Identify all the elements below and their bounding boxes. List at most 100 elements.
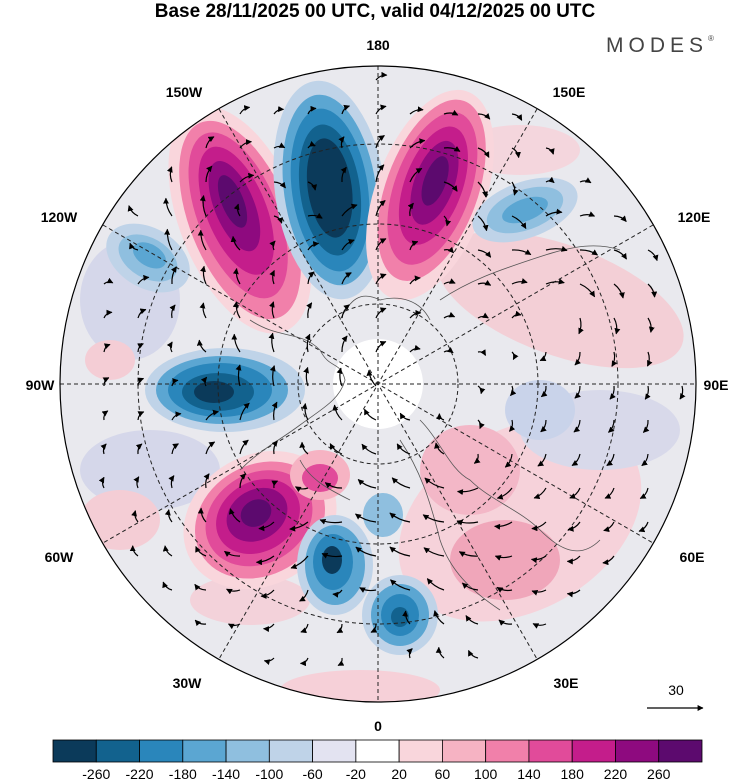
wind-arrow [545,208,563,217]
wind-arrow [321,553,343,559]
wind-arrow [579,283,596,298]
wind-arrow [169,304,176,319]
wind-arrow [477,312,489,319]
colorbar-tick-label: -100 [255,766,283,782]
wind-arrow [647,317,655,333]
wind-arrow [196,339,207,353]
wind-arrow [579,249,598,256]
wind-arrow [409,275,421,285]
wind-arrow [458,551,479,558]
wind-arrow [137,343,144,353]
wind-arrow [227,623,241,630]
wind-arrow [532,623,547,629]
wind-arrow [300,623,309,634]
wind-arrow [341,272,352,285]
wind-arrow [511,351,519,361]
meridians [60,66,696,702]
colorbar-tick-label: 60 [435,766,451,782]
wind-arrow [467,649,479,659]
wind-arrow [473,453,481,464]
wind-arrow [273,106,285,115]
brand-logo: MODES® [606,34,714,58]
wind-arrow [166,341,173,353]
wind-arrow [200,265,207,285]
lon-label-30e: 30E [554,675,579,691]
wind-arrow [271,401,278,421]
wind-arrow [435,646,445,659]
lon-label-30w: 30W [173,675,203,691]
wind-arrow [504,453,513,468]
registered-mark: ® [708,34,714,43]
negative-anomaly-10E [362,575,438,655]
wind-arrow [370,623,378,633]
wind-arrow [390,579,411,591]
wind-arrow [391,477,411,489]
colorbar-swatch [441,739,487,763]
wind-arrow [260,589,275,599]
wind-arrow [168,475,175,489]
wind-arrow [409,167,423,183]
wind-arrow [101,410,109,421]
wind-arrow [137,377,145,387]
weak-positive-patch [80,490,160,550]
wind-arrow [307,241,320,251]
wind-arrow [271,480,279,489]
wind-arrow [613,215,627,222]
wind-arrow [98,476,105,489]
wind-arrow [389,546,411,557]
wind-arrow [171,378,179,387]
wind-arrow [268,332,275,353]
wind-arrow [477,279,492,286]
wind-arrow [494,521,513,530]
wind-arrow [258,521,275,532]
wind-arrow [578,317,584,335]
colorbar-swatch [398,739,443,763]
map-boundary [59,65,697,703]
wind-arrow [359,587,377,593]
colorbar-tick-label: -60 [302,766,322,782]
wind-arrow [375,71,388,81]
wind-arrow [399,412,411,421]
negative-anomaly-140E [472,177,578,243]
wind-arrow [303,366,309,387]
wind-arrow [406,648,413,659]
wind-arrow [611,351,618,367]
wind-arrow [477,113,491,120]
wind-arrow [443,347,454,354]
wind-arrow [613,317,621,335]
map-title: Base 28/11/2025 00 UTC, valid 04/12/2025… [154,1,596,22]
wind-arrow [511,215,527,230]
colorbar-swatch [615,739,660,763]
wind-arrow [409,138,426,149]
wind-arrow [133,476,140,489]
wind-arrow [232,301,241,319]
wind-arrow [263,623,275,633]
wind-arrow [496,487,513,500]
wind-arrow [477,215,489,232]
wind-arrow [443,278,456,285]
reference-vector: 30 [647,682,704,711]
wind-arrow [294,486,309,493]
wind-arrow [641,453,649,467]
wind-arrow [531,589,547,596]
wind-arrow [396,443,411,455]
wind-arrow [545,147,555,155]
weak-positive-patch [85,340,135,380]
wind-arrow [496,586,513,593]
wind-arrow [228,508,241,523]
wind-arrow [477,147,490,158]
wind-arrow [461,582,479,591]
wind-arrow [269,240,276,251]
wind-arrow [456,519,479,526]
wind-arrow [537,453,547,467]
weak-negative-patch [80,430,220,510]
wind-arrow [290,555,309,570]
wind-arrow [205,165,213,183]
wind-arrow [194,583,207,591]
wind-arrow [644,385,651,400]
wind-arrow [647,249,659,262]
colorbar-swatch [528,739,573,763]
wind-arrow [341,104,350,115]
wind-arrow [540,385,548,398]
